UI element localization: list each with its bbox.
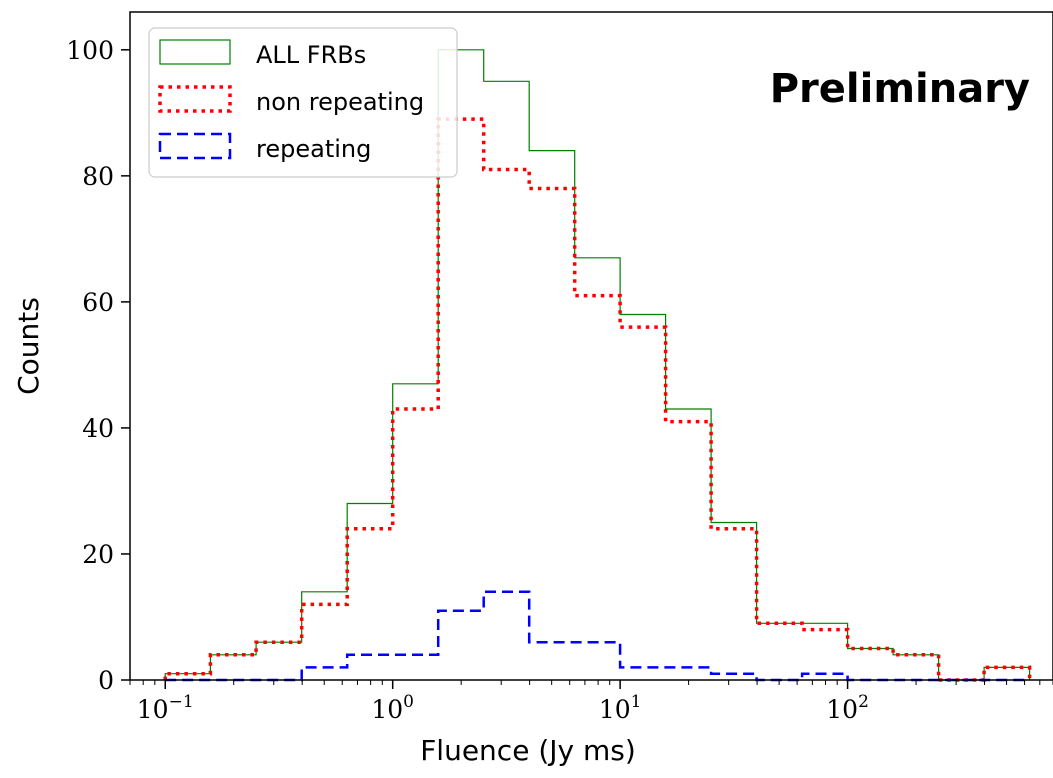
plot-frame bbox=[129, 11, 1053, 681]
legend-swatch-rep bbox=[158, 132, 232, 160]
y-tick-label: 80 bbox=[82, 162, 114, 191]
series-2-step-line bbox=[165, 590, 1030, 682]
legend: ALL FRBs non repeating repeating bbox=[148, 27, 458, 178]
x-tick-label: 102 bbox=[826, 692, 869, 724]
x-axis-label: Fluence (Jy ms) bbox=[420, 734, 636, 767]
legend-swatch-all bbox=[159, 39, 231, 65]
y-tick-label: 40 bbox=[82, 414, 114, 443]
series-1-step-line bbox=[163, 117, 1032, 682]
y-tick-label: 100 bbox=[66, 36, 114, 65]
preliminary-annotation: Preliminary bbox=[770, 66, 1030, 112]
y-axis-label: Counts bbox=[12, 297, 45, 395]
legend-swatch-nonrep bbox=[158, 85, 232, 113]
legend-label-nonrep: non repeating bbox=[256, 88, 424, 116]
x-tick-label: 10−1 bbox=[137, 692, 194, 724]
y-tick-label: 20 bbox=[82, 540, 114, 569]
y-tick-label: 0 bbox=[98, 666, 114, 695]
x-tick-label: 101 bbox=[599, 692, 642, 724]
legend-label-all: ALL FRBs bbox=[256, 41, 366, 69]
y-tick-label: 60 bbox=[82, 288, 114, 317]
x-tick-label: 100 bbox=[371, 692, 414, 724]
ticks-layer: 0 20 40 60 80 100 10−1 100 101 102 bbox=[66, 36, 1053, 724]
series-layer bbox=[163, 49, 1032, 682]
legend-box bbox=[148, 27, 458, 178]
legend-label-rep: repeating bbox=[256, 135, 371, 163]
